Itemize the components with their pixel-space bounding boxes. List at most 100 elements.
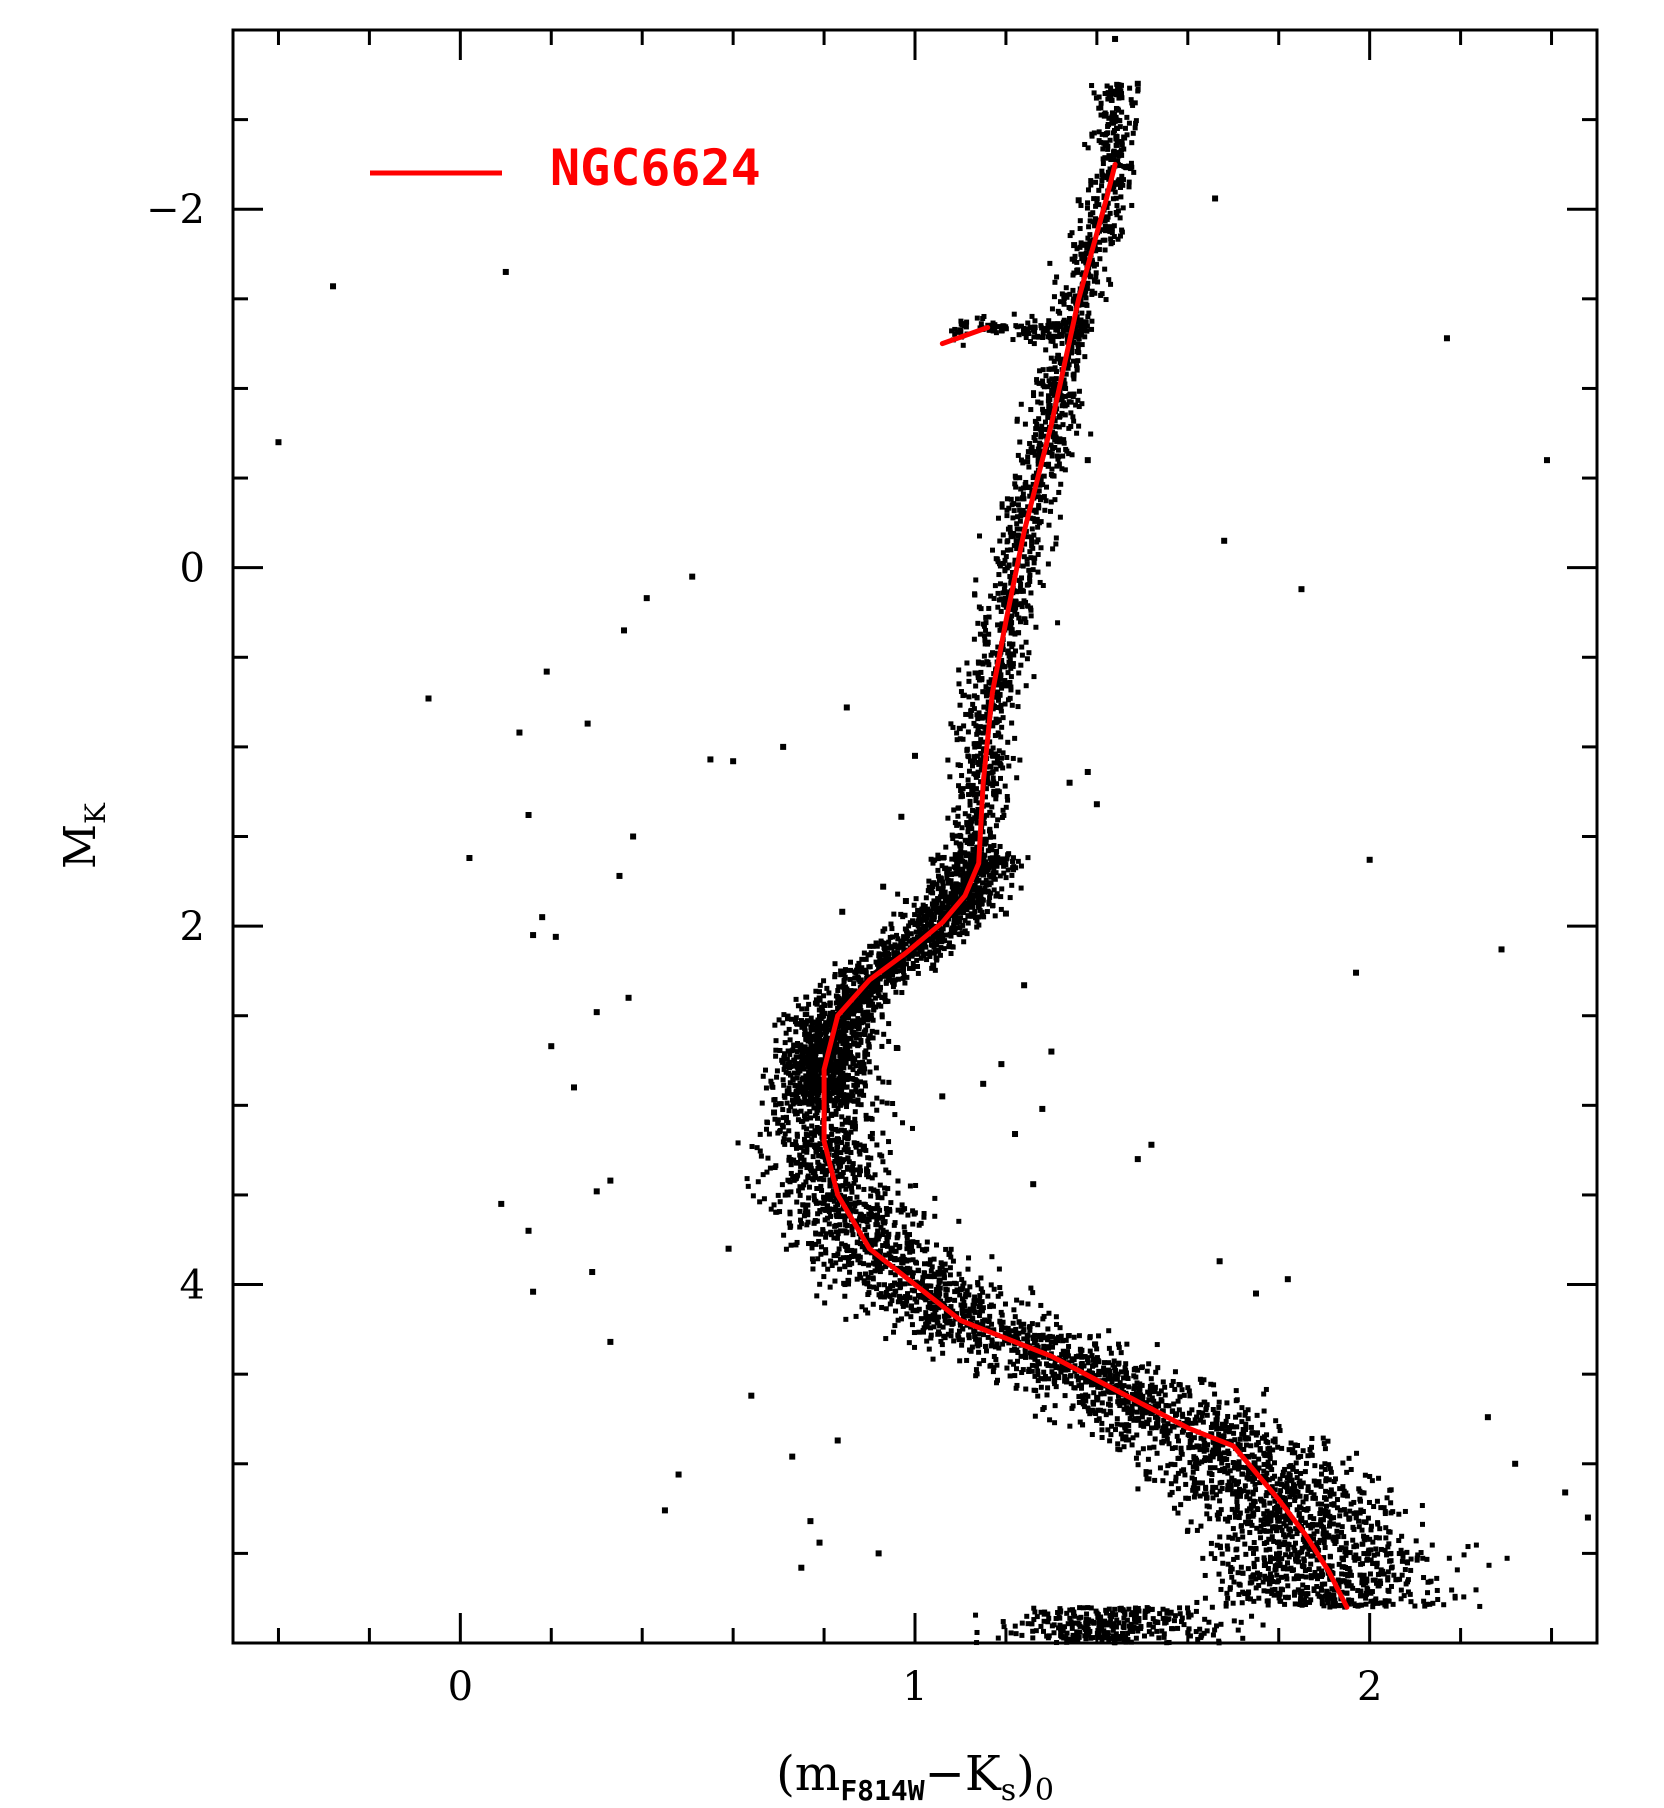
- star-point: [1035, 1393, 1041, 1399]
- star-point: [1017, 538, 1023, 544]
- star-point: [813, 1037, 819, 1043]
- star-point: [798, 1088, 804, 1094]
- star-point: [1264, 1470, 1270, 1476]
- star-point: [1219, 1551, 1225, 1557]
- star-point: [1100, 227, 1106, 233]
- star-point: [966, 1292, 972, 1298]
- star-point: [1327, 1553, 1333, 1559]
- star-point: [1010, 663, 1016, 669]
- star-point: [900, 969, 906, 975]
- star-point: [1193, 1629, 1199, 1635]
- star-points: [275, 35, 1591, 1646]
- star-point: [960, 876, 966, 882]
- star-point: [1166, 1616, 1172, 1622]
- star-point: [837, 1063, 843, 1069]
- star-point: [926, 1313, 932, 1319]
- star-point: [876, 1075, 882, 1081]
- star-point: [965, 1266, 971, 1272]
- star-point: [1283, 1552, 1289, 1558]
- star-point: [904, 974, 910, 980]
- star-point: [1292, 1589, 1298, 1595]
- star-point: [1055, 447, 1061, 453]
- star-point: [1045, 393, 1051, 399]
- star-point: [814, 1115, 820, 1121]
- star-point: [880, 1227, 886, 1233]
- star-point: [764, 1169, 770, 1175]
- star-point: [856, 1069, 862, 1075]
- star-point: [1093, 217, 1099, 223]
- star-point: [1322, 1545, 1328, 1551]
- star-point: [1261, 1468, 1267, 1474]
- star-point: [868, 1270, 874, 1276]
- star-point: [938, 1298, 944, 1304]
- star-point: [834, 1168, 840, 1174]
- star-point: [1117, 233, 1123, 239]
- star-point: [799, 1006, 805, 1012]
- star-point: [1077, 1605, 1083, 1611]
- star-point: [1312, 1495, 1318, 1501]
- star-point: [764, 1120, 770, 1126]
- star-point: [1046, 366, 1052, 372]
- star-point: [974, 695, 980, 701]
- star-point: [841, 1065, 847, 1071]
- star-point: [1179, 1468, 1185, 1474]
- star-point: [1032, 418, 1038, 424]
- star-point: [888, 1270, 894, 1276]
- star-point: [1035, 524, 1041, 530]
- star-point: [865, 993, 871, 999]
- star-point: [1003, 875, 1009, 881]
- star-point: [1136, 1608, 1142, 1614]
- star-point: [898, 960, 904, 966]
- star-point: [987, 834, 993, 840]
- star-point: [1208, 1431, 1214, 1437]
- star-point: [1252, 1481, 1258, 1487]
- star-point: [976, 677, 982, 683]
- star-point: [1100, 1618, 1106, 1624]
- star-point: [1336, 1561, 1342, 1567]
- star-point: [1210, 1495, 1216, 1501]
- star-point: [860, 1218, 866, 1224]
- star-point: [1061, 440, 1067, 446]
- star-point: [988, 764, 994, 770]
- star-point: [817, 1200, 823, 1206]
- star-point: [980, 880, 986, 886]
- star-point: [979, 1299, 985, 1305]
- star-point: [1321, 1603, 1327, 1609]
- star-point: [834, 1437, 841, 1444]
- star-point: [1075, 1377, 1081, 1383]
- star-point: [1119, 173, 1125, 179]
- star-point: [1191, 1435, 1197, 1441]
- star-point: [1038, 391, 1044, 397]
- star-point: [966, 1311, 972, 1317]
- star-point: [1237, 1436, 1243, 1442]
- star-point: [960, 1283, 966, 1289]
- star-point: [1045, 1326, 1051, 1332]
- star-point: [958, 848, 964, 854]
- star-point: [1014, 1297, 1020, 1303]
- star-point: [865, 1224, 871, 1230]
- star-point: [1357, 1510, 1363, 1516]
- star-point: [1012, 1131, 1019, 1138]
- star-point: [1419, 1521, 1425, 1527]
- star-point: [904, 1233, 910, 1239]
- star-point: [1224, 1590, 1230, 1596]
- star-point: [1189, 1420, 1195, 1426]
- star-point: [1035, 569, 1041, 575]
- star-point: [1102, 110, 1108, 116]
- star-point: [901, 973, 907, 979]
- star-point: [970, 886, 976, 892]
- star-point: [1055, 1373, 1061, 1379]
- star-point: [836, 1207, 842, 1213]
- star-point: [1066, 425, 1072, 431]
- star-point: [823, 1250, 829, 1256]
- star-point: [1032, 555, 1038, 561]
- star-point: [939, 1342, 945, 1348]
- star-point: [1160, 1478, 1166, 1484]
- star-point: [1177, 1605, 1183, 1611]
- star-point: [895, 891, 901, 897]
- star-point: [941, 946, 947, 952]
- star-point: [1300, 1499, 1306, 1505]
- star-point: [1239, 1600, 1245, 1606]
- star-point: [1002, 1325, 1008, 1331]
- star-point: [953, 892, 959, 898]
